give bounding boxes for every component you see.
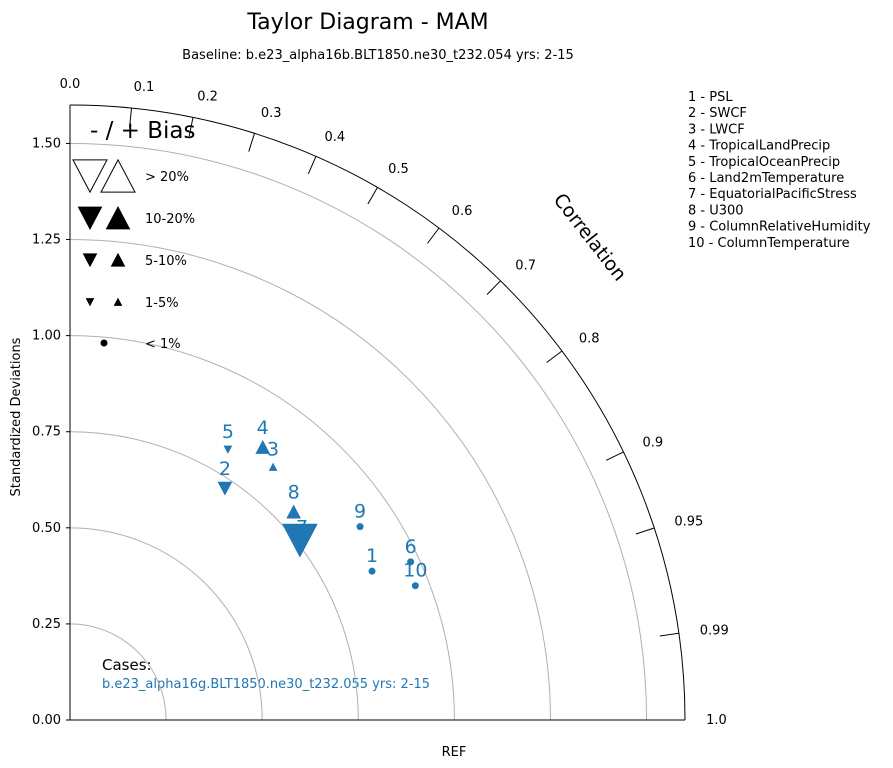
case-name: b.e23_alpha16g.BLT1850.ne30_t232.055 yrs… — [102, 677, 430, 692]
y-tick-label: 1.25 — [32, 233, 61, 248]
corr-tick — [659, 632, 679, 637]
std-arc — [69, 431, 359, 721]
bias-up-triangle-icon — [105, 206, 131, 230]
corr-tick — [129, 108, 132, 128]
data-label: 8 — [288, 481, 300, 503]
bias-up-triangle-icon — [110, 252, 126, 267]
corr-tick-label: 0.2 — [197, 90, 218, 105]
corr-tick-label: 0.4 — [324, 130, 345, 145]
chart-subtitle: Baseline: b.e23_alpha16b.BLT1850.ne30_t2… — [182, 48, 574, 63]
bias-legend-entry: > 20% — [145, 170, 189, 185]
variable-list-item: 2 - SWCF — [688, 106, 747, 121]
data-point — [286, 504, 302, 519]
corr-tick-label: 0.5 — [388, 162, 409, 177]
variable-list-item: 1 - PSL — [688, 90, 733, 105]
corr-tick — [427, 227, 440, 244]
variable-list-item: 9 - ColumnRelativeHumidity — [688, 220, 871, 235]
data-point — [368, 567, 376, 575]
bias-legend-entry: 10-20% — [145, 212, 195, 227]
variable-list-item: 6 - Land2mTemperature — [688, 171, 844, 186]
bias-up-triangle-icon — [113, 297, 123, 306]
data-label: 2 — [219, 458, 231, 480]
data-point — [407, 558, 415, 566]
bias-down-triangle-icon — [82, 253, 98, 268]
bias-legend-entry: < 1% — [145, 337, 181, 352]
data-point — [223, 445, 233, 454]
data-label: 7 — [296, 516, 308, 538]
std-arc — [69, 335, 455, 721]
data-point — [282, 523, 318, 558]
corr-tick-label: 0.8 — [579, 331, 600, 346]
data-point — [268, 462, 278, 471]
data-point — [255, 439, 271, 454]
y-tick-label: 0.50 — [32, 521, 61, 536]
bias-down-triangle-icon — [85, 298, 95, 307]
x-axis-label: REF — [442, 745, 467, 760]
data-label: 6 — [405, 536, 417, 558]
corr-tick — [546, 350, 563, 363]
data-label: 1 — [366, 545, 378, 567]
corr-tick-label: 0.9 — [643, 436, 664, 451]
corr-tick-label: 1.0 — [706, 713, 727, 728]
corr-tick-label: 0.95 — [674, 514, 703, 529]
y-tick-label: 1.50 — [32, 136, 61, 151]
data-label: 3 — [267, 439, 279, 461]
corr-tick — [307, 156, 317, 175]
corr-tick — [486, 280, 501, 295]
variable-list-item: 4 - TropicalLandPrecip — [688, 139, 830, 154]
variable-list-item: 3 - LWCF — [688, 122, 745, 137]
corr-tick-label: 0.6 — [452, 204, 473, 219]
corr-tick-label: 0.99 — [700, 623, 729, 638]
bias-down-triangle-icon — [72, 159, 108, 194]
bias-legend-entry: 1-5% — [145, 296, 179, 311]
variable-list-item: 10 - ColumnTemperature — [688, 236, 850, 251]
std-arc — [69, 623, 167, 721]
variable-list-item: 7 - EquatorialPacificStress — [688, 187, 857, 202]
y-tick-label: 0.75 — [32, 425, 61, 440]
data-label: 5 — [222, 421, 234, 443]
data-point — [411, 582, 419, 590]
corr-tick-label: 0.1 — [134, 80, 155, 95]
variable-list-item: 5 - TropicalOceanPrecip — [688, 155, 840, 170]
y-axis-label: Standardized Deviations — [9, 337, 24, 496]
y-tick-label: 0.00 — [32, 713, 61, 728]
bias-down-triangle-icon — [77, 206, 103, 230]
data-label: 10 — [403, 560, 427, 582]
cases-label: Cases: — [102, 656, 152, 674]
corr-tick — [248, 133, 255, 152]
corr-tick — [188, 117, 194, 137]
chart-title: Taylor Diagram - MAM — [246, 10, 488, 35]
std-arc — [69, 527, 263, 721]
data-label: 4 — [257, 417, 269, 439]
corr-tick — [367, 187, 378, 205]
data-point — [217, 481, 233, 496]
corr-tick-label: 0.0 — [60, 77, 81, 92]
corr-tick — [605, 451, 624, 461]
correlation-label: Correlation — [549, 189, 631, 285]
y-tick-label: 0.25 — [32, 617, 61, 632]
corr-tick-label: 0.7 — [515, 259, 536, 274]
data-point — [356, 523, 364, 531]
std-arc — [69, 142, 648, 721]
bias-legend-title: - / + Bias — [90, 118, 196, 144]
data-label: 9 — [354, 501, 366, 523]
variable-list-item: 8 - U300 — [688, 203, 744, 218]
bias-legend-entry: 5-10% — [145, 254, 187, 269]
y-tick-label: 1.00 — [32, 329, 61, 344]
outer-arc — [69, 104, 686, 721]
bias-dot-icon — [100, 339, 108, 347]
corr-tick — [635, 527, 655, 535]
bias-up-triangle-icon — [100, 158, 136, 193]
std-arc — [69, 239, 551, 721]
corr-tick-label: 0.3 — [261, 106, 282, 121]
